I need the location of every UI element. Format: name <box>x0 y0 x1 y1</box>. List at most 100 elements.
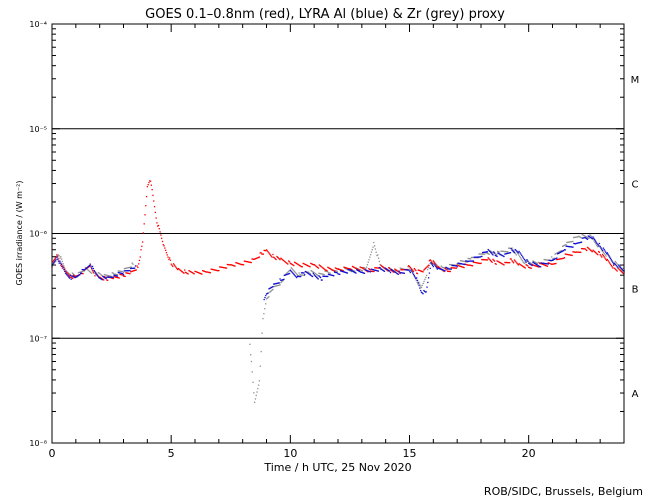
data-point <box>534 261 536 263</box>
data-point <box>467 257 469 260</box>
data-point <box>488 249 490 252</box>
data-point <box>281 279 283 281</box>
data-point <box>277 282 280 284</box>
data-point <box>557 252 560 255</box>
data-point <box>126 270 128 272</box>
data-point <box>410 267 412 270</box>
data-point <box>594 238 596 241</box>
data-point <box>430 262 432 264</box>
data-point <box>595 243 597 245</box>
data-point <box>455 267 457 269</box>
data-point <box>420 291 423 293</box>
data-point <box>241 264 243 266</box>
data-point <box>560 251 562 253</box>
data-point <box>430 260 432 262</box>
data-point <box>209 272 212 274</box>
data-point <box>370 251 373 253</box>
data-point <box>618 264 620 266</box>
data-point <box>581 248 584 250</box>
data-point <box>261 253 264 255</box>
data-point <box>342 271 344 273</box>
data-point <box>99 273 101 275</box>
data-point <box>531 264 533 266</box>
data-point <box>375 269 378 272</box>
data-point <box>290 263 292 265</box>
data-point <box>112 276 114 278</box>
data-point <box>292 269 294 271</box>
data-point <box>594 240 597 242</box>
data-point <box>58 255 60 257</box>
data-point <box>494 253 496 255</box>
data-point <box>180 270 183 272</box>
data-point <box>91 270 94 272</box>
data-point <box>552 259 555 261</box>
data-point <box>530 263 533 265</box>
data-point <box>66 271 68 273</box>
data-point <box>443 269 445 272</box>
data-point <box>416 272 418 274</box>
data-point <box>166 254 168 256</box>
data-point <box>282 259 285 262</box>
data-point <box>81 270 83 273</box>
data-point <box>80 271 82 273</box>
data-point <box>480 253 483 255</box>
data-point <box>597 250 600 253</box>
data-point <box>507 252 509 254</box>
data-point <box>570 254 572 256</box>
data-point <box>256 257 258 259</box>
data-point <box>518 263 520 265</box>
data-point <box>499 261 501 264</box>
data-point <box>471 264 473 267</box>
data-point <box>448 263 451 266</box>
data-point <box>516 263 519 265</box>
data-point <box>67 272 69 274</box>
data-point <box>263 313 265 315</box>
data-point <box>512 261 514 263</box>
data-point <box>456 263 458 265</box>
data-point <box>143 223 145 225</box>
data-point <box>325 270 327 272</box>
data-point <box>308 273 310 275</box>
data-point <box>333 270 336 272</box>
data-point <box>318 272 320 274</box>
data-point <box>185 272 188 274</box>
data-point <box>506 251 508 253</box>
data-point <box>109 276 111 278</box>
data-point <box>122 275 125 277</box>
data-point <box>551 256 553 258</box>
data-point <box>103 276 106 278</box>
data-point <box>571 240 573 243</box>
data-point <box>359 271 361 273</box>
data-point <box>327 275 329 278</box>
data-point <box>132 267 134 269</box>
data-point <box>594 241 596 244</box>
data-point <box>120 272 122 274</box>
data-point <box>475 262 477 264</box>
data-point <box>362 272 365 274</box>
data-point <box>288 272 291 275</box>
data-point <box>448 268 451 270</box>
data-point <box>617 267 619 269</box>
data-point <box>449 268 451 270</box>
data-point <box>122 270 124 273</box>
data-point <box>293 261 296 263</box>
data-point <box>437 267 439 269</box>
data-point <box>419 283 421 285</box>
data-point <box>419 269 421 272</box>
data-point <box>168 258 170 261</box>
data-point <box>544 264 546 266</box>
data-point <box>620 270 623 273</box>
data-point <box>545 264 547 267</box>
data-point <box>427 277 430 279</box>
data-point <box>511 260 513 262</box>
data-point <box>76 275 78 277</box>
data-point <box>273 285 276 288</box>
data-point <box>412 272 414 274</box>
data-point <box>556 257 558 259</box>
data-point <box>84 266 87 269</box>
data-point <box>444 270 446 272</box>
data-point <box>337 273 339 275</box>
data-point <box>288 269 291 272</box>
data-point <box>605 259 608 262</box>
data-point <box>604 250 606 252</box>
